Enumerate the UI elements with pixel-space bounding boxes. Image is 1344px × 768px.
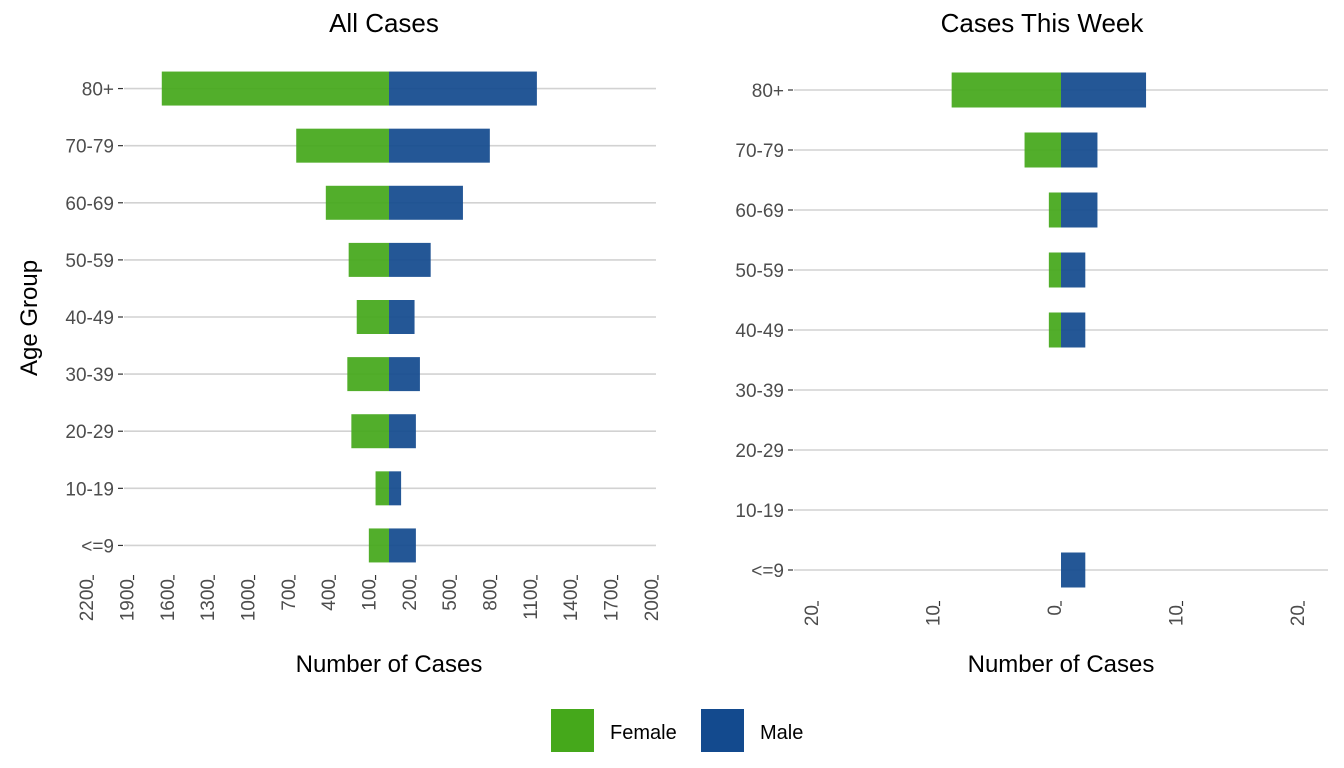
- cases-this-week-bars: [951, 72, 1147, 588]
- y-tick-label: 30-39: [65, 365, 114, 386]
- y-tick-label: 70-79: [65, 137, 114, 158]
- all-cases-y-axis-title: Age Group: [16, 260, 43, 376]
- bar-female-40-49: [1048, 312, 1061, 348]
- bar-female-80+: [951, 72, 1061, 108]
- x-tick-label: 1300: [198, 579, 219, 621]
- x-tick-label: 0: [1045, 605, 1066, 616]
- bar-male-<=9: [389, 528, 416, 563]
- cases-this-week-x-axis-title: Number of Cases: [968, 651, 1155, 678]
- bar-male-50-59: [1061, 252, 1086, 288]
- y-tick-label: 40-49: [65, 308, 114, 329]
- bar-male-80+: [389, 71, 537, 106]
- x-tick-label: 1900: [118, 579, 139, 621]
- y-tick-label: 20-29: [65, 422, 114, 443]
- bar-female-60-69: [325, 185, 389, 220]
- y-tick-label: 80+: [752, 81, 784, 102]
- bar-male-20-29: [389, 414, 416, 449]
- cases-this-week-panel: Cases This Week Number of Cases <=9 10-19…: [735, 8, 1328, 678]
- y-tick-label: 60-69: [65, 194, 114, 215]
- y-tick-label: 70-79: [735, 141, 784, 162]
- bar-male-70-79: [1061, 132, 1098, 168]
- y-tick-label: 10-19: [735, 501, 784, 522]
- x-tick-label: 500: [440, 579, 461, 611]
- legend-female-swatch: [551, 709, 594, 752]
- y-tick-label: 50-59: [65, 251, 114, 272]
- x-tick-label: 20: [1288, 605, 1309, 626]
- x-tick-label: 2200: [77, 579, 98, 621]
- bar-female-10-19: [375, 471, 389, 506]
- x-tick-label: 2000: [642, 579, 663, 621]
- x-tick-label: 10: [1167, 605, 1188, 626]
- y-tick-label: 60-69: [735, 201, 784, 222]
- bar-male-40-49: [1061, 312, 1086, 348]
- x-tick-label: 10: [924, 605, 945, 626]
- bar-male-10-19: [389, 471, 402, 506]
- all-cases-x-ticks: 2200 1900 1600 1300 1000 700 400 100 200 500 800 11…: [77, 575, 663, 621]
- bar-female-80+: [161, 71, 389, 106]
- bar-female-40-49: [356, 300, 389, 334]
- x-tick-label: 400: [319, 579, 340, 611]
- bar-female-70-79: [296, 128, 389, 163]
- all-cases-y-ticks: <=9 10-19 20-29 30-39 40-49 50-59 60-69 70-79 80…: [65, 80, 123, 557]
- all-cases-x-axis-title: Number of Cases: [296, 651, 483, 678]
- y-tick-label: 10-19: [65, 479, 114, 500]
- y-tick-label: <=9: [751, 561, 784, 582]
- cases-this-week-x-ticks: 20 10 0 10 20: [802, 601, 1309, 626]
- x-tick-label: 100: [360, 579, 381, 611]
- x-tick-label: 20: [802, 605, 823, 626]
- bar-male-60-69: [1061, 192, 1098, 228]
- x-tick-label: 800: [481, 579, 502, 611]
- bar-male-<=9: [1061, 552, 1086, 588]
- bar-female-20-29: [351, 414, 389, 449]
- legend-male-label: Male: [760, 722, 803, 744]
- x-tick-label: 1700: [602, 579, 623, 621]
- all-cases-bars: [161, 71, 537, 563]
- bar-female-60-69: [1048, 192, 1061, 228]
- cases-this-week-title: Cases This Week: [941, 8, 1145, 38]
- bar-male-70-79: [389, 128, 490, 163]
- bar-male-40-49: [389, 300, 415, 334]
- y-tick-label: 50-59: [735, 261, 784, 282]
- legend: Female Male: [551, 709, 803, 752]
- cases-this-week-y-ticks: <=9 10-19 20-29 30-39 40-49 50-59 60-69 70-79 80…: [735, 81, 793, 582]
- all-cases-panel: All Cases Age Group Number of Cases <=9 1…: [16, 8, 663, 678]
- bar-female-<=9: [368, 528, 389, 563]
- bar-male-80+: [1061, 72, 1147, 108]
- legend-male-swatch: [701, 709, 744, 752]
- y-tick-label: 20-29: [735, 441, 784, 462]
- x-tick-label: 700: [279, 579, 300, 611]
- legend-female-label: Female: [610, 722, 677, 744]
- x-tick-label: 1100: [521, 579, 542, 620]
- all-cases-title: All Cases: [329, 8, 439, 38]
- y-tick-label: <=9: [81, 536, 114, 557]
- bar-female-70-79: [1024, 132, 1061, 168]
- x-tick-label: 1000: [239, 579, 260, 621]
- bar-male-60-69: [389, 185, 463, 220]
- bar-female-50-59: [348, 242, 389, 277]
- bar-female-50-59: [1048, 252, 1061, 288]
- x-tick-label: 200: [400, 579, 421, 611]
- bar-male-30-39: [389, 357, 420, 392]
- y-tick-label: 40-49: [735, 321, 784, 342]
- y-tick-label: 80+: [82, 80, 114, 101]
- bar-male-50-59: [389, 242, 431, 277]
- y-tick-label: 30-39: [735, 381, 784, 402]
- x-tick-label: 1600: [158, 579, 179, 621]
- bar-female-30-39: [347, 357, 389, 392]
- x-tick-label: 1400: [561, 579, 582, 621]
